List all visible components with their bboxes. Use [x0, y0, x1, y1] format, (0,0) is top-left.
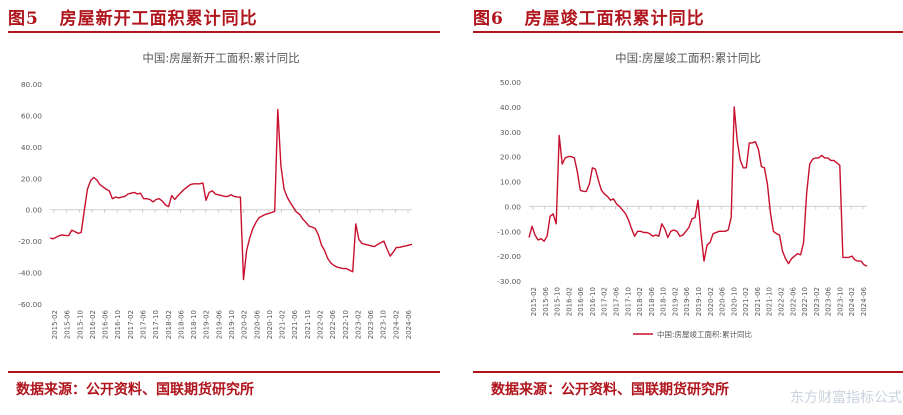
- x-tick-label: 2024-02: [848, 287, 856, 316]
- y-tick-label: 50.00: [500, 78, 521, 87]
- x-tick-label: 2019-06: [215, 309, 223, 339]
- x-tick-label: 2022-06: [329, 309, 337, 339]
- x-tick-label: 2017-02: [127, 310, 135, 339]
- x-tick-label: 2016-10: [114, 310, 122, 339]
- y-tick-label: 60.00: [21, 111, 42, 120]
- x-tick-label: 2022-02: [317, 310, 325, 339]
- y-tick-label: -10.00: [497, 227, 521, 236]
- x-tick-label: 2021-10: [304, 310, 312, 339]
- x-tick-label: 2018-02: [636, 287, 644, 316]
- x-tick-label: 2020-10: [266, 310, 274, 339]
- y-tick-label: 20.00: [500, 153, 521, 162]
- figure-6-chart: 中国:房屋竣工面积:累计同比 50.00 40.00 30.00 20.00 10.00 0…: [497, 51, 868, 339]
- figure-6-panel: 图6 房屋竣工面积累计同比 中国:房屋竣工面积:累计同比 50.00 40.00 30…: [465, 0, 903, 415]
- x-tick-label: 2020-02: [707, 287, 715, 316]
- x-tick-label: 2021-06: [291, 309, 299, 339]
- x-tick-label: 2019-10: [228, 310, 236, 339]
- figure-5-panel: 图5 房屋新开工面积累计同比 中国:房屋新开工面积:累计同比 80.00 60.00…: [0, 0, 440, 415]
- x-tick-label: 2015-02: [51, 310, 59, 339]
- series-line: [49, 108, 413, 281]
- x-tick-label: 2021-06: [754, 286, 762, 316]
- x-tick-label: 2022-02: [778, 287, 786, 316]
- x-tick-label: 2020-02: [241, 310, 249, 339]
- x-tick-label: 2015-10: [76, 310, 84, 339]
- x-tick-label: 2017-10: [152, 310, 160, 339]
- x-tick-label: 2015-10: [554, 287, 562, 316]
- x-tick-label: 2023-02: [354, 310, 362, 339]
- y-tick-label: 40.00: [21, 143, 42, 152]
- y-tick-label: 40.00: [500, 103, 521, 112]
- x-tick-label: 2018-06: [648, 286, 656, 316]
- y-tick-label: -30.00: [497, 277, 521, 286]
- x-tick-label: 2018-10: [660, 287, 668, 316]
- y-tick-label: 80.00: [21, 80, 42, 89]
- figure-5-title: 图5 房屋新开工面积累计同比: [8, 9, 258, 29]
- y-tick-label: -40.00: [18, 269, 42, 278]
- x-tick-label: 2021-02: [279, 310, 287, 339]
- x-tick-label: 2017-06: [140, 309, 148, 339]
- x-tick-label: 2019-02: [671, 287, 679, 316]
- x-tick-label: 2015-06: [542, 286, 550, 316]
- figure-5-top-rule: [8, 31, 440, 33]
- x-tick-label: 2020-10: [730, 287, 738, 316]
- x-tick-label: 2015-06: [64, 309, 72, 339]
- y-tick-label: 0.00: [26, 206, 43, 215]
- figure-6-title: 图6 房屋竣工面积累计同比: [473, 9, 705, 29]
- y-tick-label: 20.00: [21, 174, 42, 183]
- x-tick-label: 2020-06: [253, 309, 261, 339]
- x-tick-label: 2022-06: [789, 286, 797, 316]
- x-tick-label: 2024-02: [392, 310, 400, 339]
- x-tick-label: 2018-06: [177, 309, 185, 339]
- x-tick-label: 2016-06: [102, 309, 110, 339]
- y-tick-label: -20.00: [18, 237, 42, 246]
- chart-title: 中国:房屋新开工面积:累计同比: [142, 51, 299, 65]
- watermark: 东方财富指标公式网: [790, 390, 903, 406]
- x-tick-label: 2022-10: [342, 310, 350, 339]
- x-tick-label: 2023-02: [813, 287, 821, 316]
- x-tick-label: 2019-06: [683, 286, 691, 316]
- x-tick-label: 2020-06: [719, 286, 727, 316]
- y-tick-label: 30.00: [500, 128, 521, 137]
- y-tick-label: 10.00: [500, 178, 521, 187]
- x-tick-label: 2023-10: [380, 310, 388, 339]
- series-line: [528, 106, 868, 267]
- figure-6-bottom-rule: [473, 371, 903, 373]
- chart-title: 中国:房屋竣工面积:累计同比: [615, 51, 761, 65]
- x-tick-label: 2017-02: [601, 287, 609, 316]
- x-tick-label: 2018-10: [190, 310, 198, 339]
- x-tick-label: 2017-10: [624, 287, 632, 316]
- x-tick-label: 2016-02: [565, 287, 573, 316]
- figure-6-top-rule: [473, 31, 903, 33]
- x-tick-label: 2018-02: [165, 310, 173, 339]
- x-tick-label: 2016-06: [577, 286, 585, 316]
- x-tick-label: 2024-06: [860, 286, 868, 316]
- x-tick-label: 2021-02: [742, 287, 750, 316]
- x-tick-label: 2015-02: [530, 287, 538, 316]
- y-tick-label: 0.00: [505, 202, 522, 211]
- figure-5-chart: 中国:房屋新开工面积:累计同比 80.00 60.00 40.00 20.00 0.00 -…: [18, 51, 413, 339]
- y-tick-label: -60.00: [18, 300, 42, 309]
- x-tick-label: 2016-10: [589, 287, 597, 316]
- x-tick-label: 2021-10: [766, 287, 774, 316]
- x-tick-label: 2019-10: [695, 287, 703, 316]
- legend-label: 中国:房屋竣工面积:累计同比: [657, 329, 753, 339]
- x-tick-label: 2016-02: [89, 310, 97, 339]
- figure-5-bottom-rule: [8, 371, 440, 373]
- figure-5-source: 数据来源：公开资料、国联期货研究所: [16, 382, 254, 398]
- figure-6-source: 数据来源：公开资料、国联期货研究所: [491, 382, 729, 398]
- x-tick-label: 2023-10: [836, 287, 844, 316]
- x-tick-label: 2017-06: [613, 286, 621, 316]
- x-tick-label: 2022-10: [801, 287, 809, 316]
- x-tick-label: 2019-02: [203, 310, 211, 339]
- x-tick-label: 2023-06: [367, 309, 375, 339]
- x-tick-label: 2024-06: [405, 309, 413, 339]
- y-tick-label: -20.00: [497, 252, 521, 261]
- x-tick-label: 2023-06: [825, 286, 833, 316]
